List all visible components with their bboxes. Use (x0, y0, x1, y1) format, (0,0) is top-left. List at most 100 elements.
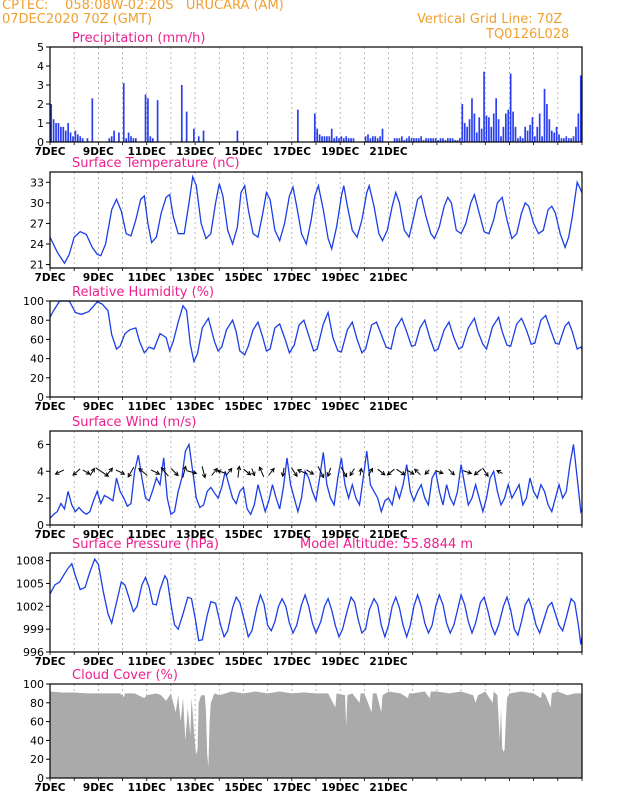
precip-bar (403, 140, 406, 142)
wind-arrow (482, 467, 489, 477)
precip-bar (342, 138, 345, 142)
x-tick-label: 7DEC (35, 782, 66, 794)
wind-arrowhead (108, 467, 114, 473)
y-tick-label: 100 (23, 295, 44, 308)
precip-bar (379, 136, 381, 142)
precip-bar (398, 138, 401, 142)
wind-arrowhead (54, 470, 60, 475)
precip-bar (396, 138, 398, 142)
precip-bar (76, 134, 79, 142)
wind-arrowhead (104, 472, 110, 477)
wind-arrowhead (270, 467, 275, 473)
precip-bar (427, 138, 430, 142)
precip-bar (62, 126, 65, 142)
precip-bar (113, 130, 115, 142)
y-tick-label: 1005 (16, 577, 44, 590)
x-tick-label: 17DEC (273, 146, 312, 158)
x-tick-label: 15DEC (224, 529, 263, 541)
precip-bar (364, 136, 367, 142)
x-tick-label: 7DEC (35, 272, 66, 284)
precip-bar (74, 130, 77, 142)
y-tick-label: 33 (30, 176, 44, 189)
x-tick-label: 11DEC (128, 529, 167, 541)
y-tick-label: 0 (37, 136, 44, 149)
precip-bar (514, 126, 517, 142)
precip-bar (202, 130, 205, 142)
y-tick-label: 27 (30, 217, 44, 230)
precip-bar (543, 88, 546, 142)
wind-arrowhead (473, 470, 479, 476)
precip-bar (369, 138, 372, 142)
grid-line-header: Vertical Grid Line: 70Z (417, 12, 563, 27)
precip-bar (531, 117, 534, 142)
wind-arrowhead (192, 470, 198, 475)
wind-arrow (150, 469, 160, 475)
precip-bar (197, 136, 200, 142)
y-tick-label: 1002 (16, 600, 44, 613)
wind-arrow (435, 470, 444, 474)
y-tick-label: 20 (30, 753, 44, 766)
precip-bar (400, 136, 403, 142)
x-tick-label: 13DEC (176, 401, 215, 413)
precip-bar (463, 123, 466, 142)
precip-bar (473, 113, 476, 142)
precip-bar (454, 140, 456, 142)
x-tick-label: 11DEC (128, 272, 167, 284)
panel-title: Surface Wind (m/s) (72, 415, 196, 430)
precip-bar (526, 130, 529, 142)
wind-arrowhead (368, 467, 374, 473)
precip-bar (563, 138, 565, 142)
wind-arrowhead (450, 470, 455, 476)
precip-bar (439, 138, 442, 142)
precip-bar (565, 136, 568, 142)
precip-bar (451, 138, 454, 142)
panel-frame (49, 552, 583, 653)
series-line (49, 442, 583, 519)
y-tick-label: 0 (37, 391, 44, 404)
wind-arrowhead (358, 467, 364, 473)
precip-bar (415, 138, 418, 142)
precip-bar (538, 113, 541, 142)
wind-arrowhead (320, 473, 325, 479)
wind-arrowhead (296, 469, 302, 474)
precip-bar (579, 75, 582, 142)
precip-bar (134, 138, 137, 142)
x-tick-label: 9DEC (83, 782, 114, 794)
precip-bar (422, 140, 425, 142)
y-tick-label: 4 (37, 60, 44, 73)
precip-bar (432, 138, 435, 142)
precip-bar (352, 138, 355, 142)
precip-bar (475, 132, 478, 142)
wind-arrowhead (213, 467, 218, 473)
wind-arrow (170, 468, 179, 476)
precip-bar (367, 134, 369, 142)
precip-bar (517, 138, 519, 142)
wind-arrow (201, 466, 206, 478)
precip-bar (524, 126, 527, 142)
precip-bar (110, 136, 113, 142)
precip-bar (338, 138, 340, 142)
precip-bar (456, 140, 459, 142)
precip-bar (575, 126, 577, 142)
wind-arrow (349, 468, 355, 476)
x-tick-label: 15DEC (224, 401, 263, 413)
x-tick-label: 19DEC (321, 146, 360, 158)
precip-bar (333, 138, 335, 142)
wind-arrow (359, 468, 362, 476)
precip-bar (318, 134, 321, 142)
wind-arrowhead (414, 468, 419, 474)
precip-bar (533, 136, 536, 142)
y-tick-label: 4 (37, 465, 44, 478)
wind-arrow (268, 468, 275, 476)
wind-arrow (105, 467, 113, 477)
precip-bar (442, 138, 444, 142)
series-line (49, 557, 583, 645)
x-tick-label: 21DEC (369, 272, 408, 284)
precip-bar (497, 119, 500, 142)
wind-arrowhead (424, 470, 430, 475)
precip-bar (478, 117, 481, 142)
x-tick-label: 17DEC (273, 782, 312, 794)
precip-bar (381, 128, 384, 142)
precip-bar (81, 138, 84, 142)
precip-bar (410, 138, 413, 142)
